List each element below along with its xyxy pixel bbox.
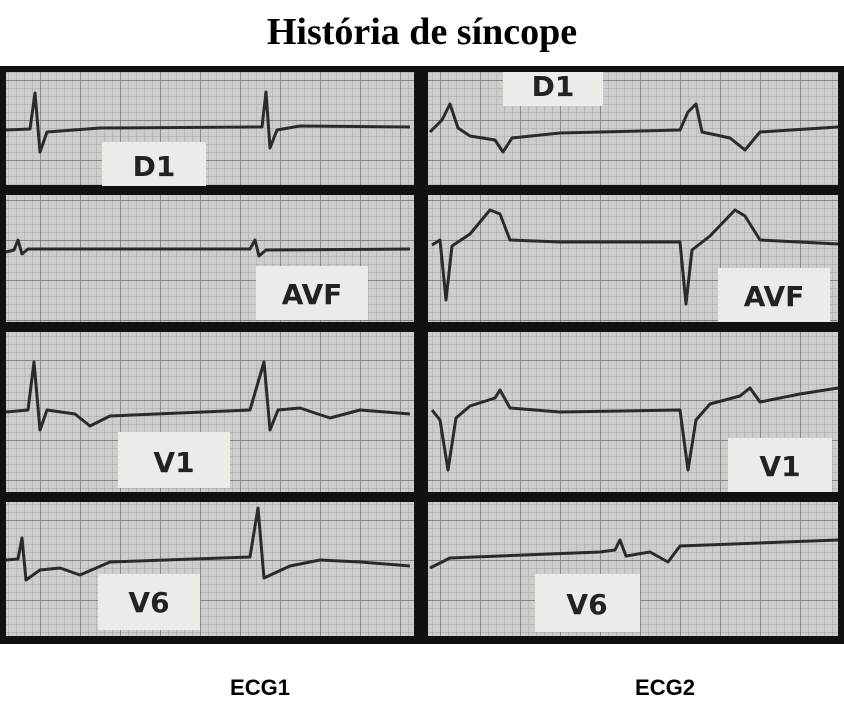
- lead-label: V6: [128, 586, 169, 619]
- caption: ECG1: [230, 675, 290, 700]
- lead-label: D1: [133, 150, 176, 183]
- lead-label: AVF: [744, 280, 805, 313]
- ecg-traces: [5, 90, 839, 582]
- title: História de síncope: [267, 11, 577, 53]
- lead-boxes: [98, 72, 832, 632]
- lead-label: V1: [759, 450, 800, 483]
- caption: ECG2: [635, 675, 695, 700]
- ecg-paper: [6, 72, 838, 636]
- lead-label: AVF: [282, 278, 343, 311]
- lead-label: V6: [566, 588, 607, 621]
- lead-label: D1: [532, 70, 575, 103]
- lead-label: V1: [153, 446, 194, 479]
